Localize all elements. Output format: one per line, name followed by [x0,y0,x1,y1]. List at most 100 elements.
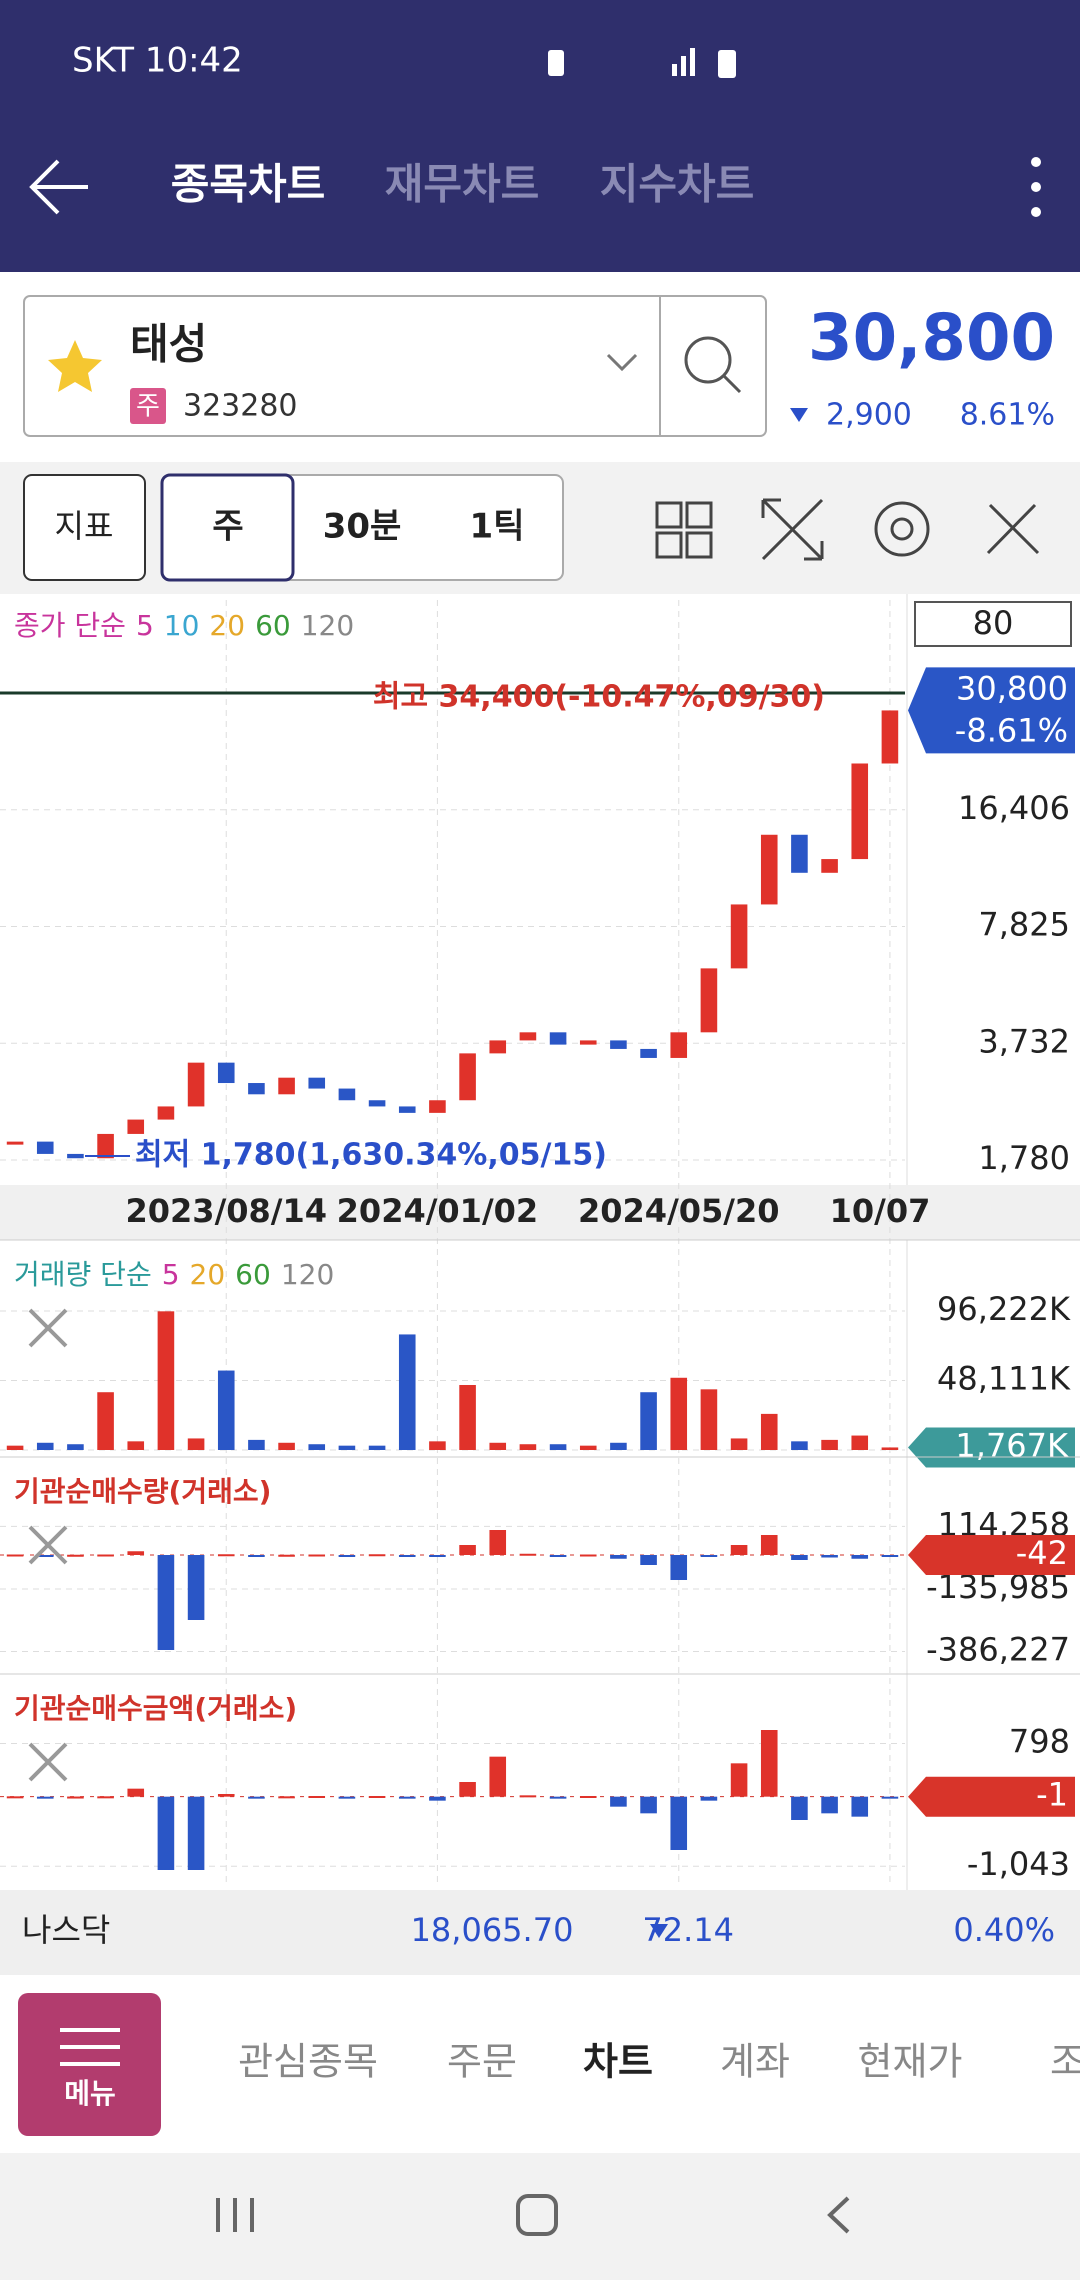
bar [760,1535,778,1555]
tab[interactable]: 재무차트 [385,160,540,209]
menu-icon [60,2028,120,2066]
candle [6,1141,24,1145]
bar [821,1796,838,1814]
button-label[interactable]: 30분 [323,507,402,547]
candle [187,1062,205,1107]
legend-title: 기관순매수금액(거래소) [14,1692,297,1725]
close-icon [28,1742,68,1782]
bar [579,1796,597,1798]
bar [187,1438,205,1450]
button[interactable] [23,474,146,581]
bar [157,1796,175,1870]
bar [127,1441,145,1450]
bar [248,1555,265,1557]
bar [338,1555,356,1557]
bar [127,1551,145,1555]
stock-box[interactable] [23,295,767,437]
bar [6,1554,24,1557]
candle [489,1040,507,1054]
tab[interactable]: 종목차트 [171,160,326,209]
bar [217,1794,235,1797]
bar [368,1445,386,1450]
legend-item: 60 [255,609,291,642]
market-change: 72.14 [642,1911,734,1949]
menu-label[interactable]: 메뉴 [64,2077,116,2110]
more-button[interactable] [1031,157,1041,217]
bar [368,1554,386,1557]
bar [549,1796,567,1799]
candle [248,1083,265,1095]
bar [821,1555,838,1558]
bar [67,1796,84,1799]
status-icons [548,48,736,78]
bar [67,1554,84,1557]
price: 30,800 [808,302,1055,376]
bar [700,1389,718,1450]
bar [127,1788,145,1797]
legend: 거래량 단순 5 20 60 120 [14,1258,334,1291]
nav-tab[interactable]: 현재가 [858,2040,963,2084]
candle [851,763,869,860]
bar [549,1555,567,1557]
bar [670,1796,688,1850]
nav-tab[interactable]: 계좌 [720,2040,790,2084]
count-box[interactable] [914,601,1072,647]
bar [157,1555,175,1650]
nav-tab[interactable]: 조 [1050,2040,1080,2084]
bar [881,1796,899,1799]
system-buttons[interactable] [216,2194,850,2236]
tab[interactable]: 지수차트 [600,160,755,209]
count[interactable]: 80 [973,604,1014,642]
bar [489,1442,507,1450]
star[interactable] [48,340,102,392]
header-bg [0,0,1080,272]
candle [36,1141,54,1154]
button[interactable] [160,473,295,582]
button-label[interactable]: 지표 [55,507,114,545]
current-tag [908,1535,1075,1576]
bar [640,1392,657,1450]
button-label[interactable]: 주 [212,507,243,547]
bar [791,1555,808,1560]
bar [6,1796,24,1799]
bar [760,1413,778,1450]
candle [398,1106,416,1113]
candle [549,1032,567,1045]
bar [730,1763,748,1797]
bar [610,1442,627,1450]
bar [338,1445,356,1450]
current-change: -8.61% [955,711,1068,749]
bar [429,1441,446,1450]
candle [881,710,899,764]
search-button[interactable] [684,336,742,394]
close-icon [28,1525,68,1565]
bar [579,1445,597,1450]
legend-title: 종가 단순 [14,609,126,642]
current-tag [908,1776,1075,1817]
bar [187,1796,205,1870]
y-tick-label: 3,732 [978,1022,1070,1060]
button-label[interactable]: 1틱 [470,507,525,547]
back-button[interactable] [29,159,88,215]
bar [217,1370,235,1450]
candle [579,1040,597,1045]
toolbar-icons[interactable] [655,498,1040,561]
bar [700,1555,718,1557]
nav-tab[interactable]: 차트 [583,2040,653,2084]
current-label: 30,800 [956,669,1068,707]
bar [730,1545,748,1555]
candle [157,1106,175,1120]
bar [851,1435,869,1450]
annotation-low: 최저 1,780(1,630.34%,05/15) [135,1138,607,1173]
bar [248,1439,265,1450]
bar [6,1445,24,1450]
bar [338,1796,356,1799]
candle [67,1153,84,1159]
dropdown[interactable] [606,353,638,372]
nav-tab[interactable]: 주문 [447,2040,517,2084]
bar [670,1555,688,1580]
nav-tab[interactable]: 관심종목 [238,2040,378,2084]
bar [36,1796,54,1799]
candle [791,834,808,873]
